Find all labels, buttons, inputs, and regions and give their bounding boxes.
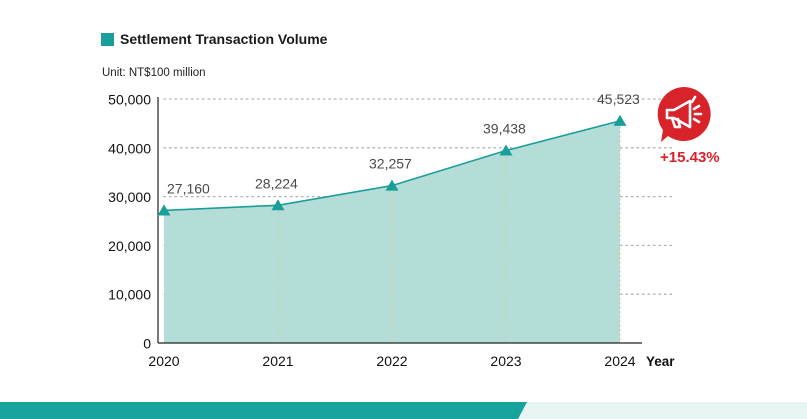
megaphone-icon bbox=[657, 86, 711, 142]
x-tick-label: 2021 bbox=[262, 353, 293, 369]
y-tick-label: 0 bbox=[143, 336, 151, 352]
change-percentage: +15.43% bbox=[660, 149, 720, 166]
x-tick-label: 2023 bbox=[490, 353, 521, 369]
y-tick-label: 40,000 bbox=[108, 140, 151, 156]
data-point-marker bbox=[157, 204, 171, 216]
data-label: 27,160 bbox=[167, 180, 210, 196]
y-tick-label: 30,000 bbox=[108, 189, 151, 205]
y-tick-label: 10,000 bbox=[108, 287, 151, 303]
x-tick-label: 2024 bbox=[604, 353, 635, 369]
data-label: 32,257 bbox=[369, 156, 412, 172]
data-label: 28,224 bbox=[255, 175, 298, 191]
unit-label: Unit: NT$100 million bbox=[102, 67, 206, 79]
x-axis-label: Year bbox=[646, 354, 675, 369]
x-tick-label: 2022 bbox=[376, 353, 407, 369]
data-label: 45,523 bbox=[597, 91, 640, 107]
data-point-marker bbox=[385, 179, 399, 191]
legend-square-icon bbox=[101, 32, 114, 46]
footer-band bbox=[0, 402, 807, 419]
y-tick-label: 50,000 bbox=[108, 92, 151, 108]
data-point-marker bbox=[499, 144, 513, 156]
legend: Settlement Transaction Volume bbox=[101, 31, 327, 47]
chart-title: Settlement Transaction Volume bbox=[120, 31, 328, 47]
data-point-marker bbox=[271, 199, 285, 211]
data-label: 39,438 bbox=[483, 121, 526, 137]
x-tick-label: 2020 bbox=[148, 353, 179, 369]
y-tick-label: 20,000 bbox=[108, 238, 151, 254]
data-point-marker bbox=[613, 114, 627, 126]
